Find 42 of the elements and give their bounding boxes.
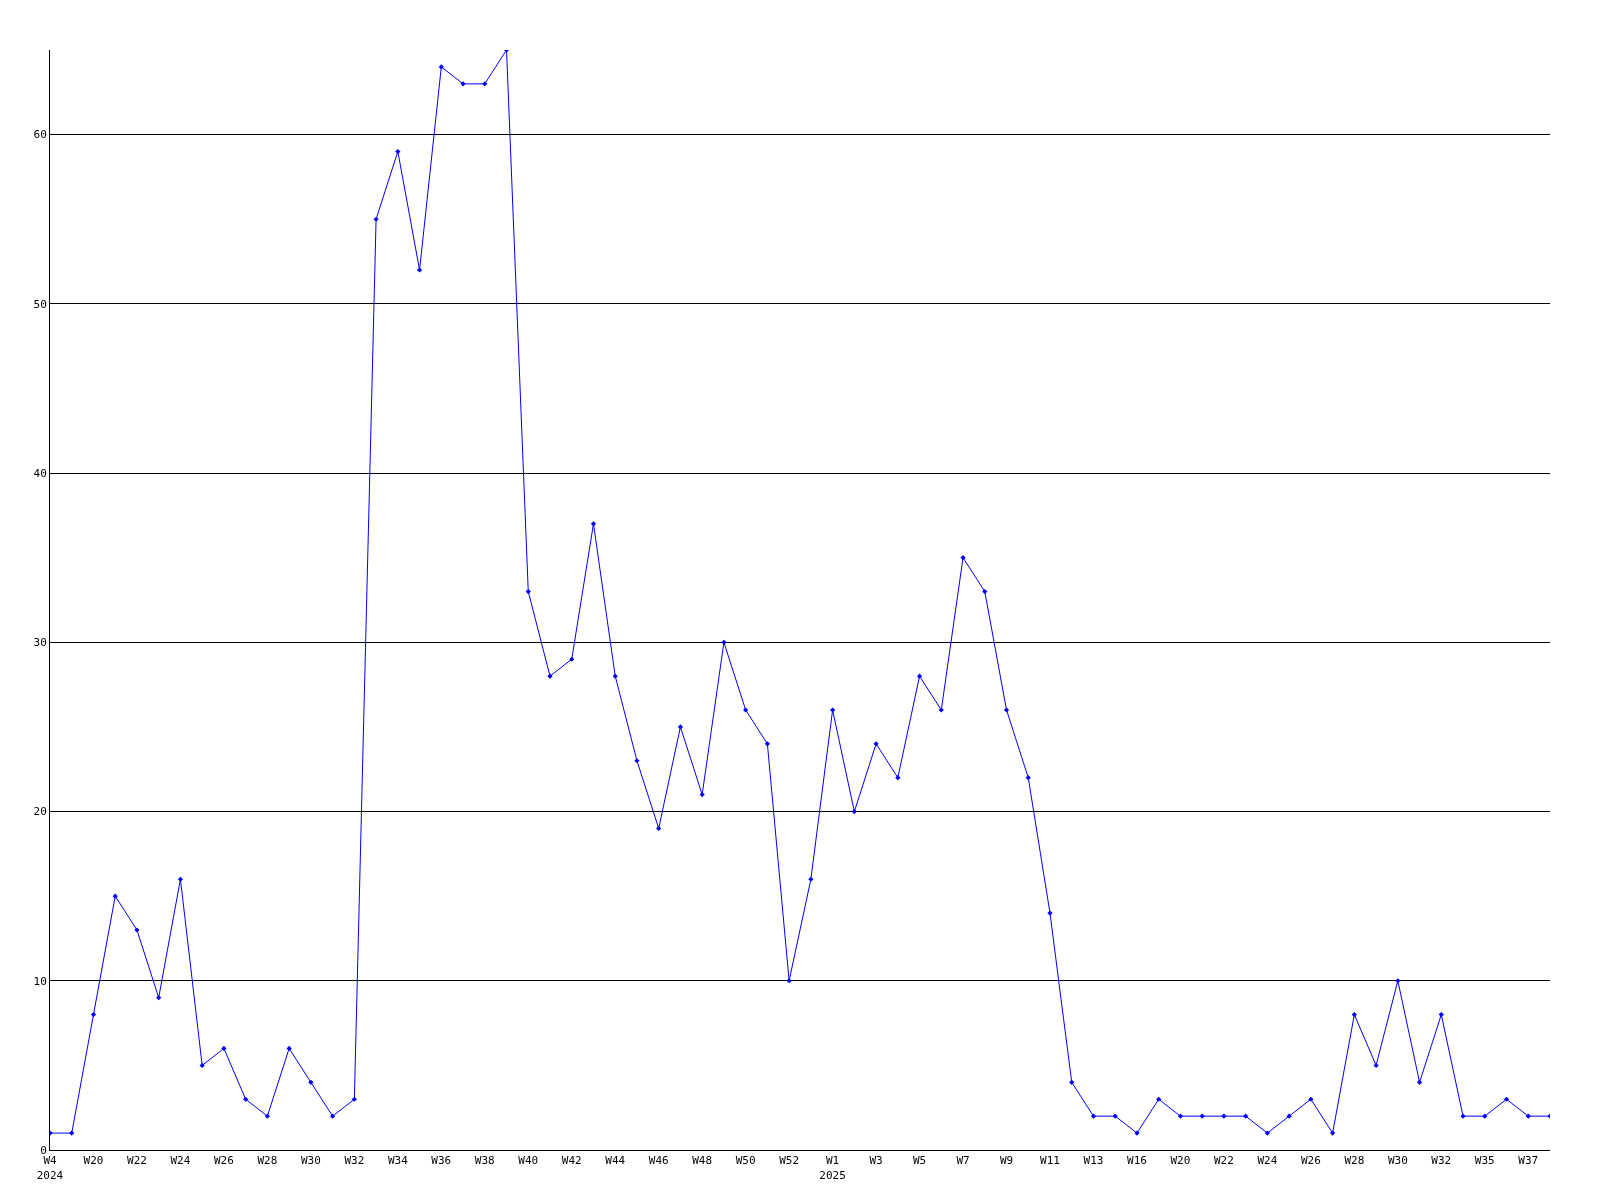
x-tick-label: W32 [1431, 1154, 1452, 1168]
x-tick-label: W22 [1213, 1154, 1234, 1168]
x-tick-label: W16 [1127, 1154, 1147, 1168]
y-tick-label: 30 [33, 636, 47, 650]
x-tick-label: W24 [1257, 1154, 1278, 1168]
x-tick-label: W32 [344, 1154, 365, 1168]
x-tick-label: W13 [1083, 1154, 1104, 1168]
x-tick-label: W20 [83, 1154, 104, 1168]
x-tick-label: W50 [735, 1154, 756, 1168]
y-tick-label: 10 [33, 974, 47, 988]
x-tick-label: W5 [912, 1154, 927, 1168]
x-tick-label: W30 [300, 1154, 321, 1168]
y-tick-label: 20 [33, 805, 47, 819]
x-tick-label: W28 [1344, 1154, 1365, 1168]
x-tick-label: W24 [170, 1154, 191, 1168]
x-tick-label: W22 [127, 1154, 147, 1168]
y-tick-label: 40 [33, 466, 47, 480]
x-tick-label: W38 [474, 1154, 495, 1168]
x-tick-label: W36 [431, 1154, 452, 1168]
x-tick-label: W26 [213, 1154, 234, 1168]
x-tick-label: W26 [1300, 1154, 1321, 1168]
x-tick-label: W48 [692, 1154, 713, 1168]
x-tick-label: W11 [1040, 1154, 1060, 1168]
x-tick-label: W20 [1170, 1154, 1191, 1168]
y-tick-label: 0 [40, 1143, 47, 1157]
x-tick-label: W44 [605, 1154, 626, 1168]
x-tick-label: W28 [257, 1154, 278, 1168]
x-tick-label: W46 [648, 1154, 669, 1168]
x-tick-label: W1 2025 [819, 1154, 846, 1182]
y-tick-label: 50 [33, 297, 47, 311]
x-tick-label: W4 2024 [36, 1154, 64, 1182]
x-tick-label: W37 [1518, 1154, 1539, 1168]
x-tick-label: W3 [869, 1154, 883, 1168]
x-tick-label: W7 [956, 1154, 970, 1168]
x-tick-label: W9 [999, 1154, 1014, 1168]
y-tick-label: 60 [33, 128, 47, 142]
x-tick-label: W35 [1474, 1154, 1495, 1168]
x-tick-label: W52 [779, 1154, 800, 1168]
x-tick-label: W30 [1387, 1154, 1408, 1168]
x-tick-label: W34 [387, 1154, 409, 1168]
x-tick-label: W42 [561, 1154, 582, 1168]
x-tick-label: W40 [518, 1154, 539, 1168]
